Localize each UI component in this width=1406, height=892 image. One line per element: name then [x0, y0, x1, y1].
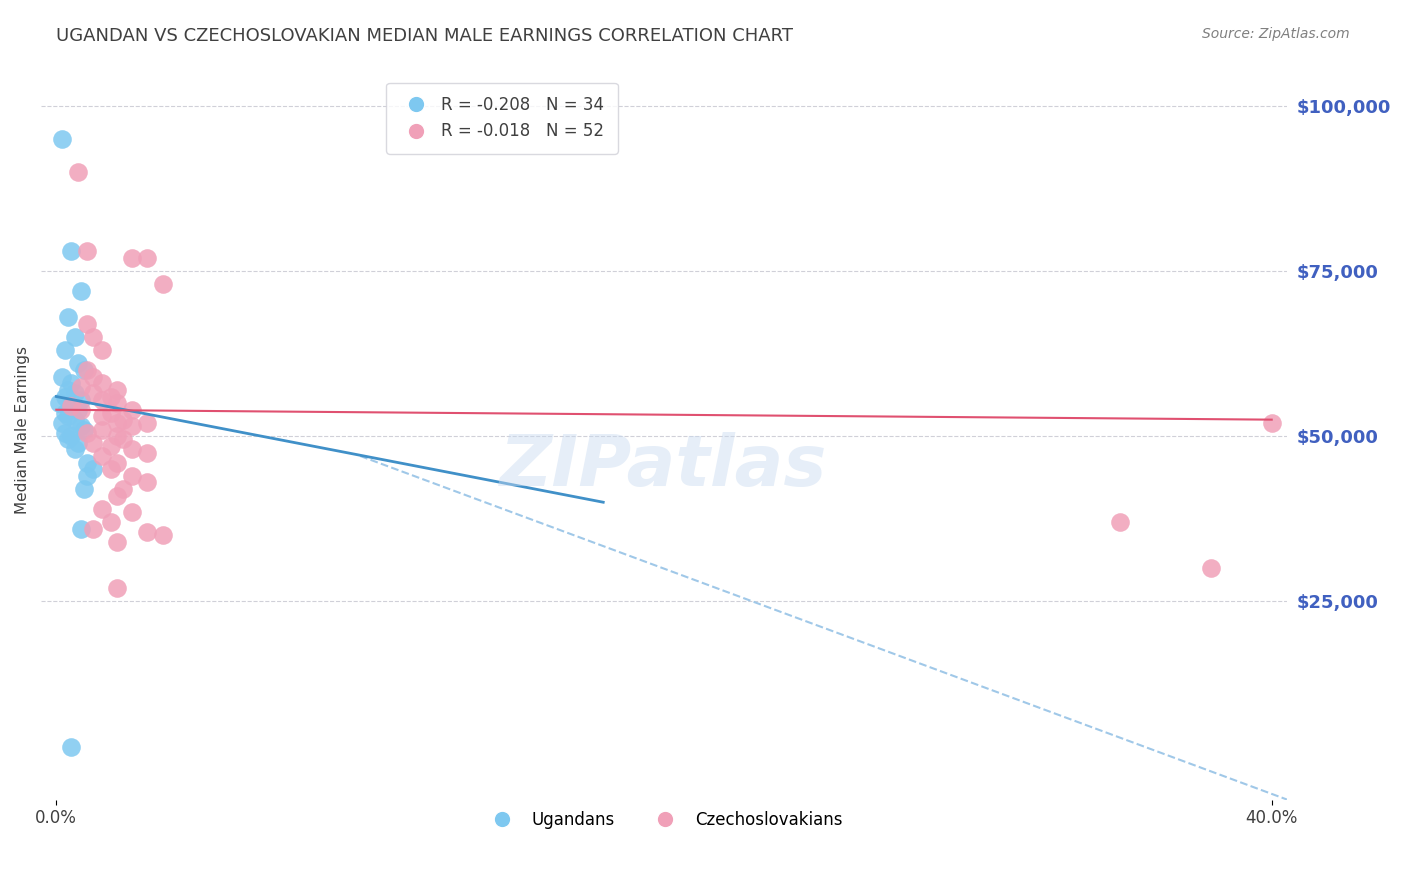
- Point: [63, 330, 86, 344]
- Point: [66, 402, 89, 417]
- Point: [63, 386, 86, 401]
- Point: [48, 396, 70, 410]
- Point: [112, 412, 135, 426]
- Point: [63, 412, 86, 426]
- Point: [90, 409, 112, 424]
- Point: [90, 501, 112, 516]
- Point: [1199, 561, 1222, 575]
- Point: [55, 406, 77, 420]
- Point: [121, 419, 143, 434]
- Point: [82, 386, 104, 401]
- Point: [72, 423, 94, 437]
- Point: [121, 505, 143, 519]
- Point: [136, 251, 159, 265]
- Point: [112, 482, 135, 496]
- Point: [100, 462, 122, 476]
- Point: [69, 379, 91, 393]
- Point: [76, 317, 98, 331]
- Point: [90, 423, 112, 437]
- Point: [51, 132, 73, 146]
- Point: [90, 449, 112, 463]
- Point: [72, 482, 94, 496]
- Point: [51, 416, 73, 430]
- Point: [1260, 416, 1282, 430]
- Y-axis label: Median Male Earnings: Median Male Earnings: [15, 345, 30, 514]
- Point: [60, 244, 83, 259]
- Point: [60, 739, 83, 754]
- Point: [55, 343, 77, 358]
- Point: [152, 277, 174, 292]
- Point: [136, 475, 159, 490]
- Text: Source: ZipAtlas.com: Source: ZipAtlas.com: [1202, 27, 1350, 41]
- Point: [76, 363, 98, 377]
- Point: [66, 357, 89, 371]
- Point: [58, 310, 80, 325]
- Point: [105, 429, 128, 443]
- Point: [100, 515, 122, 529]
- Point: [112, 433, 135, 447]
- Point: [69, 402, 91, 417]
- Point: [69, 284, 91, 298]
- Point: [82, 462, 104, 476]
- Point: [105, 489, 128, 503]
- Point: [76, 425, 98, 440]
- Point: [82, 522, 104, 536]
- Point: [63, 442, 86, 457]
- Point: [121, 468, 143, 483]
- Point: [100, 439, 122, 453]
- Point: [76, 468, 98, 483]
- Point: [76, 244, 98, 259]
- Point: [82, 330, 104, 344]
- Point: [51, 369, 73, 384]
- Point: [58, 409, 80, 424]
- Point: [60, 400, 83, 414]
- Point: [121, 442, 143, 457]
- Point: [105, 383, 128, 397]
- Point: [60, 429, 83, 443]
- Point: [55, 425, 77, 440]
- Point: [90, 376, 112, 391]
- Point: [90, 343, 112, 358]
- Point: [105, 396, 128, 410]
- Point: [105, 534, 128, 549]
- Point: [58, 433, 80, 447]
- Point: [105, 456, 128, 470]
- Point: [121, 251, 143, 265]
- Point: [1108, 515, 1130, 529]
- Point: [69, 522, 91, 536]
- Point: [100, 390, 122, 404]
- Legend: Ugandans, Czechoslovakians: Ugandans, Czechoslovakians: [478, 805, 849, 836]
- Text: UGANDAN VS CZECHOSLOVAKIAN MEDIAN MALE EARNINGS CORRELATION CHART: UGANDAN VS CZECHOSLOVAKIAN MEDIAN MALE E…: [56, 27, 793, 45]
- Point: [136, 445, 159, 459]
- Point: [121, 402, 143, 417]
- Point: [100, 406, 122, 420]
- Point: [69, 392, 91, 407]
- Point: [90, 392, 112, 407]
- Point: [55, 390, 77, 404]
- Point: [58, 383, 80, 397]
- Point: [105, 581, 128, 595]
- Point: [66, 165, 89, 179]
- Point: [69, 419, 91, 434]
- Point: [105, 416, 128, 430]
- Point: [72, 363, 94, 377]
- Point: [136, 416, 159, 430]
- Point: [66, 435, 89, 450]
- Point: [136, 524, 159, 539]
- Point: [60, 376, 83, 391]
- Point: [76, 456, 98, 470]
- Point: [60, 400, 83, 414]
- Point: [152, 528, 174, 542]
- Point: [82, 435, 104, 450]
- Text: ZIPatlas: ZIPatlas: [501, 432, 828, 501]
- Point: [82, 369, 104, 384]
